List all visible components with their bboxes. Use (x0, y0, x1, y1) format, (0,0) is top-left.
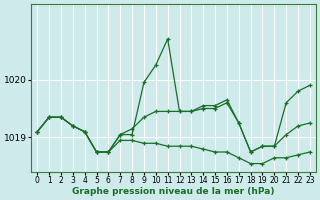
X-axis label: Graphe pression niveau de la mer (hPa): Graphe pression niveau de la mer (hPa) (72, 187, 275, 196)
